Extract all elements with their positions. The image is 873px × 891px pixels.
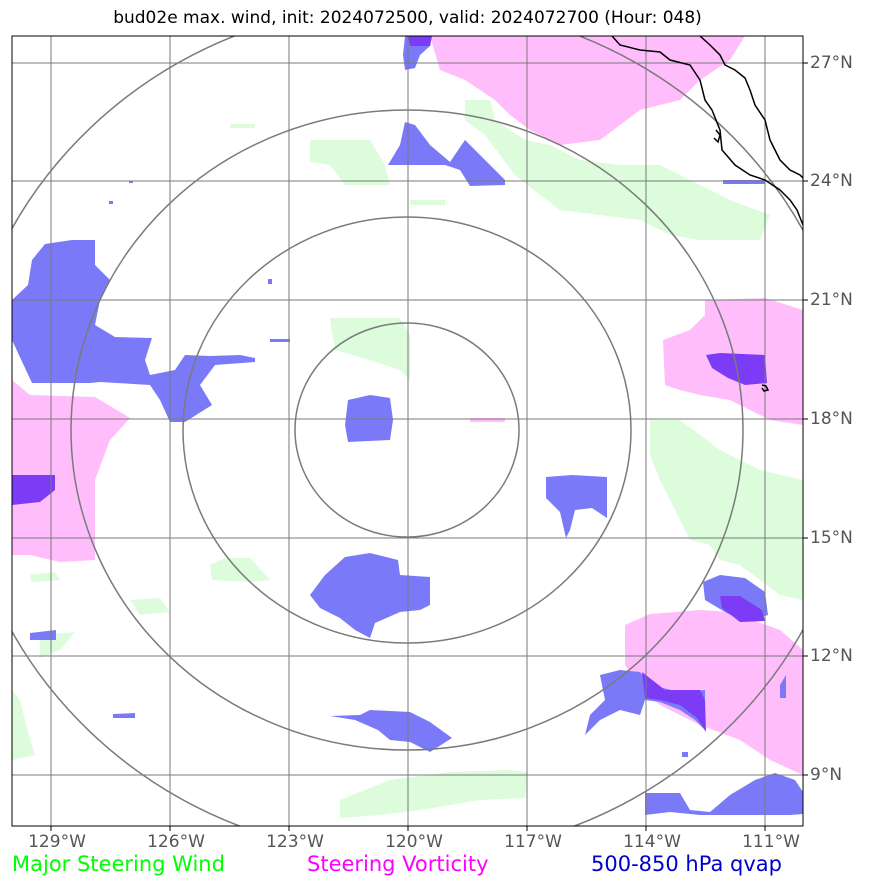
range-rings: [12, 36, 803, 826]
lon-label-111w: 111°W: [742, 832, 800, 852]
map-title: bud02e max. wind, init: 2024072500, vali…: [113, 8, 702, 28]
lat-label-12n: 12°N: [810, 646, 853, 666]
lat-label-15n: 15°N: [810, 528, 853, 548]
legend-steering-wind: Major Steering Wind: [12, 852, 225, 876]
lat-label-24n: 24°N: [810, 171, 853, 191]
lat-label-18n: 18°N: [810, 409, 853, 429]
lat-label-27n: 27°N: [810, 53, 853, 73]
lon-label-117w: 117°W: [504, 832, 562, 852]
coastline: [611, 36, 803, 392]
legend-steering-vorticity: Steering Vorticity: [307, 852, 489, 876]
lon-label-114w: 114°W: [623, 832, 681, 852]
lon-label-126w: 126°W: [147, 832, 205, 852]
lon-label-120w: 120°W: [385, 832, 443, 852]
lat-label-21n: 21°N: [810, 290, 853, 310]
lat-label-9n: 9°N: [810, 765, 843, 785]
legend-qvap: 500-850 hPa qvap: [591, 852, 782, 876]
lon-label-123w: 123°W: [266, 832, 324, 852]
lon-label-129w: 129°W: [28, 832, 86, 852]
map-frame: [11, 35, 808, 831]
